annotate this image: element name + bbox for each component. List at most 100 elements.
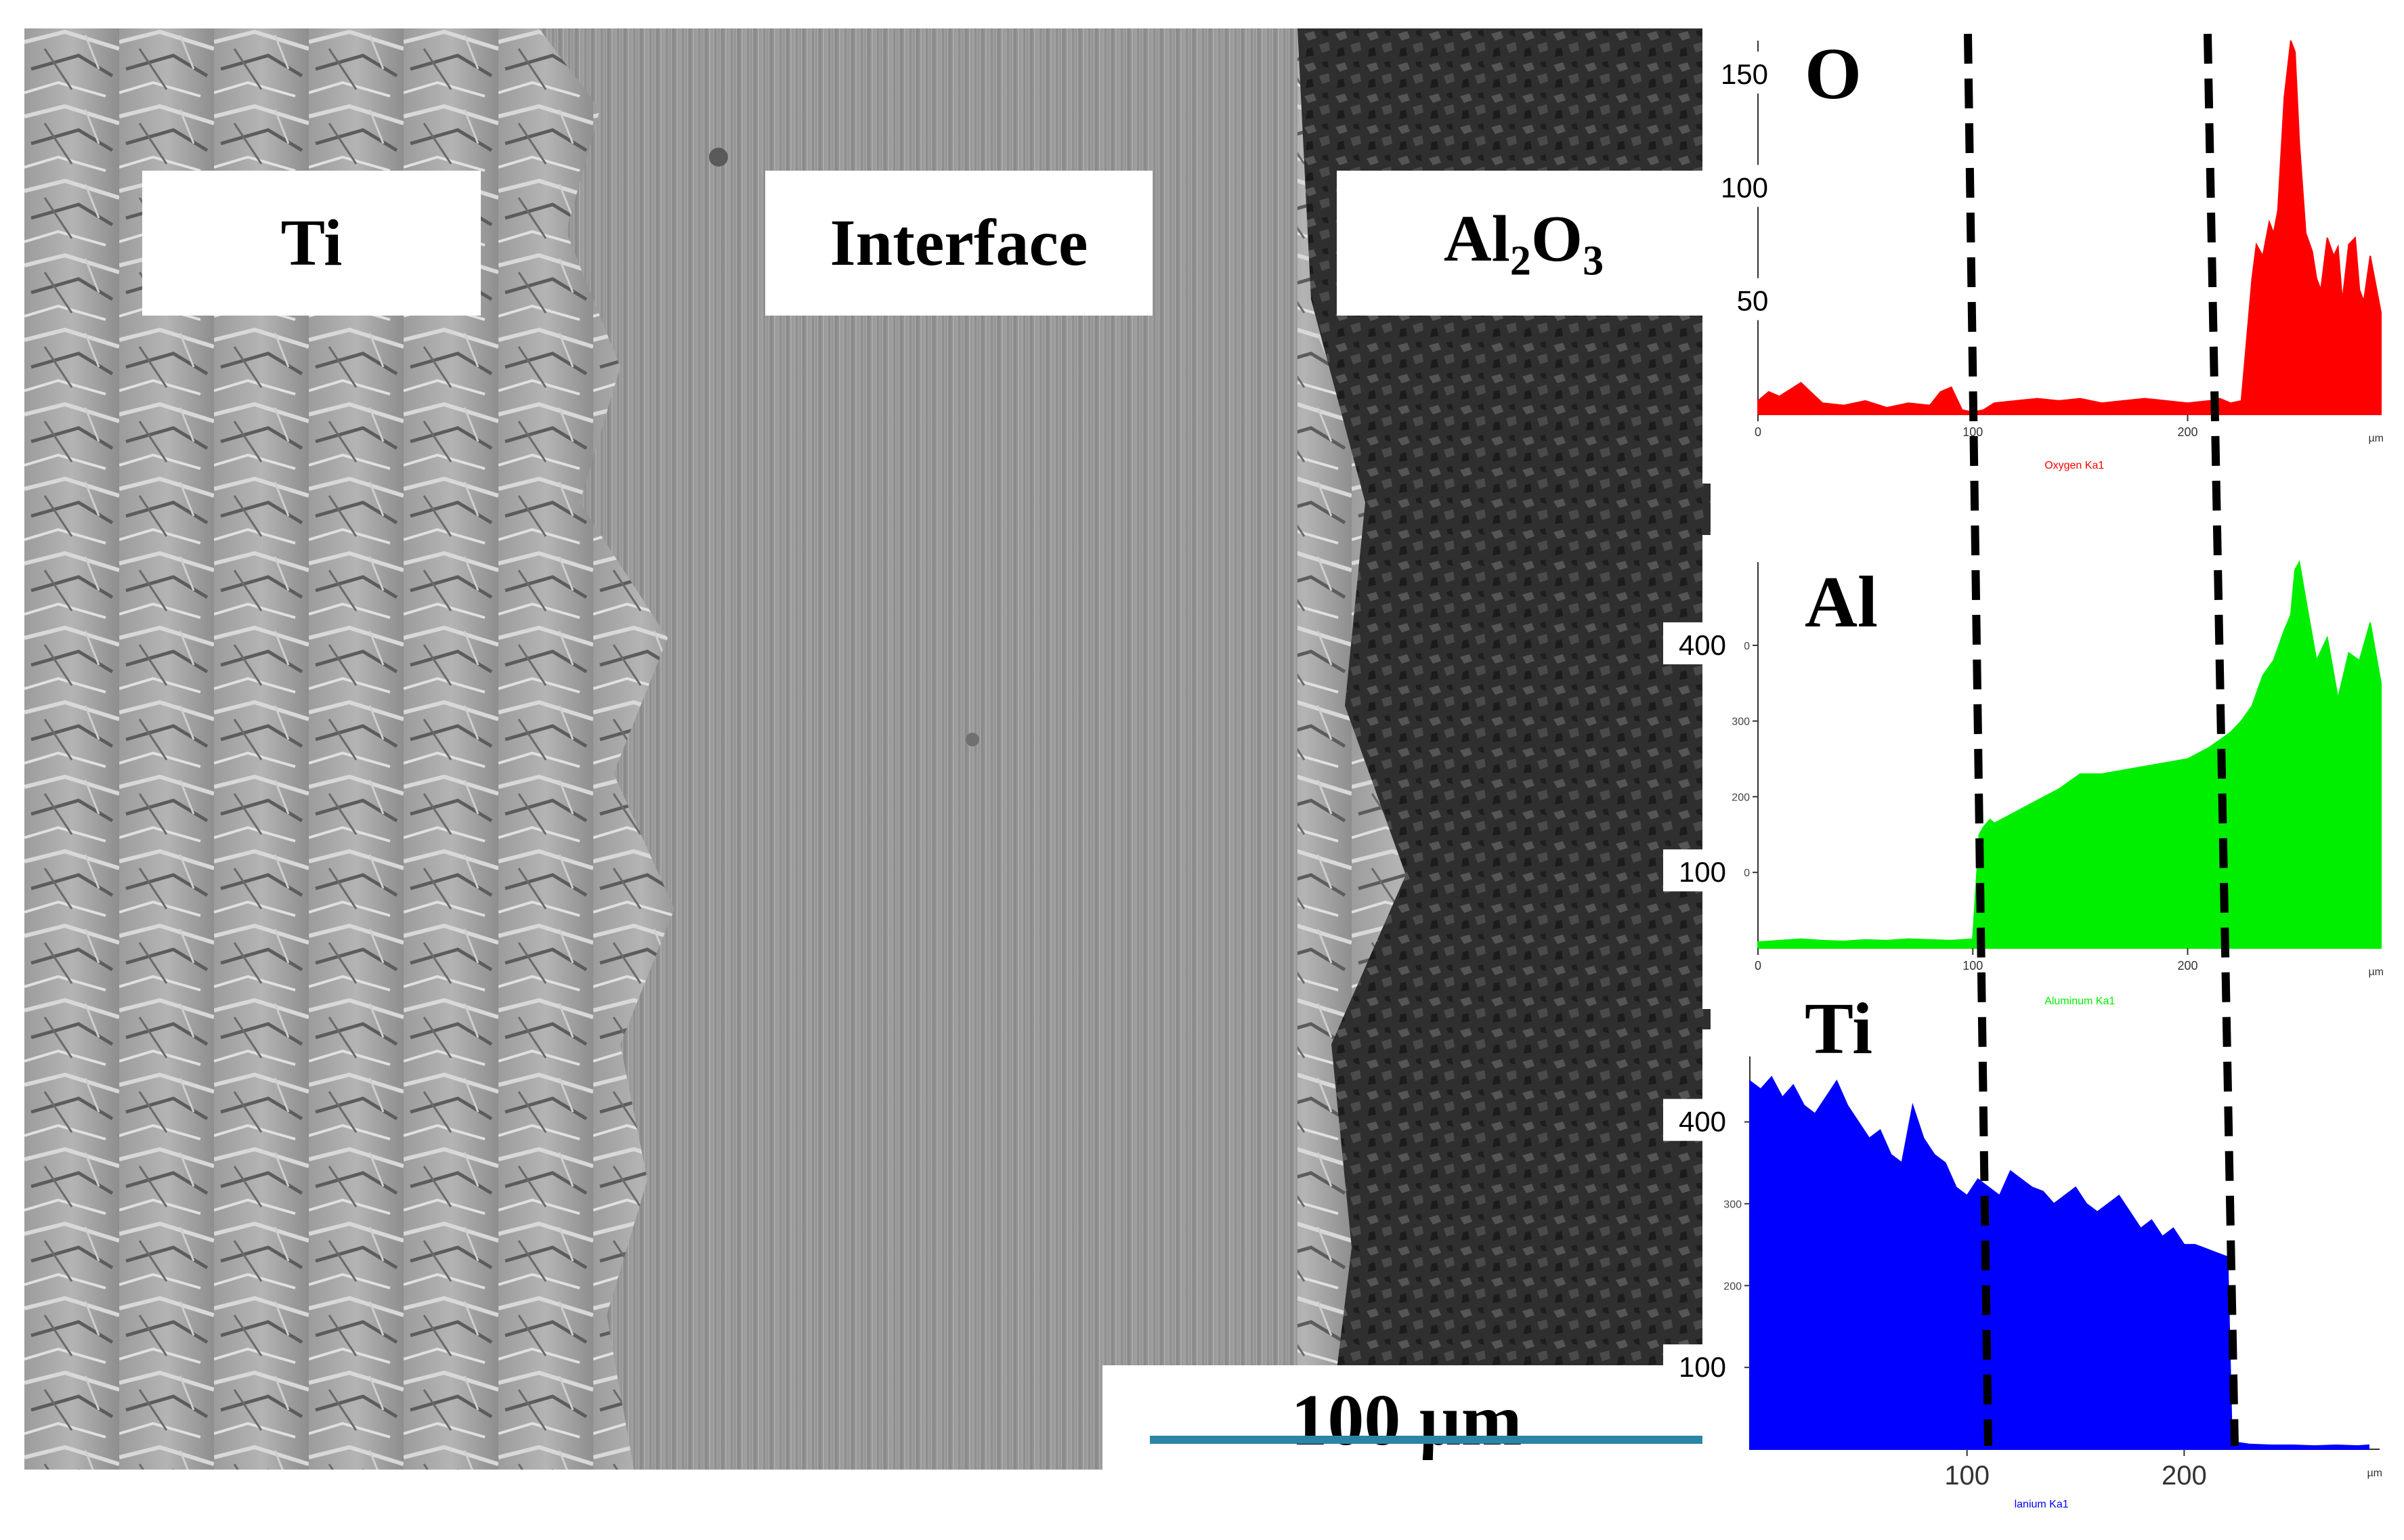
x-tick-label: 200 [2177, 425, 2197, 439]
data-bar [1858, 1121, 1860, 1449]
data-bar [2269, 221, 2271, 414]
data-bar [1923, 1138, 1925, 1449]
data-bar [2354, 238, 2356, 414]
scale-bar-box: 100 µm [1102, 1365, 1711, 1487]
data-bar [2129, 1212, 2131, 1449]
y-tick-label-box [1663, 1098, 1744, 1141]
data-bar [2270, 1445, 2272, 1449]
data-bar [2251, 706, 2253, 948]
data-bar [2216, 1253, 2218, 1449]
data-bar [2079, 773, 2081, 948]
y-tick-label-small: 200 [1732, 792, 1750, 803]
data-bar [2337, 247, 2339, 414]
data-bar [2380, 312, 2382, 414]
data-bar [1908, 939, 1910, 948]
data-bar [1771, 1077, 1773, 1449]
data-bar [2107, 1203, 2109, 1449]
data-bar [2122, 770, 2124, 948]
x-tick-label: 0 [1755, 959, 1761, 972]
data-bar [2248, 1444, 2250, 1449]
data-bar [2363, 301, 2365, 414]
data-bar [1988, 1187, 1990, 1449]
data-bar [2144, 398, 2146, 414]
data-bar [2101, 773, 2103, 948]
element-label: Ti [1805, 989, 1872, 1069]
data-bar [1864, 400, 1866, 414]
data-bar [1757, 942, 1759, 948]
data-bar [2240, 721, 2242, 948]
data-bar [2205, 1248, 2207, 1449]
data-bar [2341, 301, 2343, 414]
data-bar [2151, 1220, 2153, 1449]
data-bar [2015, 811, 2017, 948]
data-bar [1868, 1138, 1870, 1449]
data-bar [2283, 97, 2285, 415]
element-label: O [1805, 34, 1862, 114]
data-bar [1901, 1163, 1903, 1449]
data-bar [2229, 732, 2231, 948]
data-bar [2079, 398, 2081, 414]
data-bar [1989, 819, 1991, 948]
alumina-region-label: Al2O3 [1337, 171, 1711, 316]
data-bar [2294, 570, 2296, 948]
data-bar [2183, 1244, 2185, 1449]
data-bar [2359, 290, 2361, 414]
data-bar [1993, 823, 1995, 948]
data-bar [1998, 1195, 2000, 1449]
data-bar [2337, 698, 2339, 948]
data-bar [2031, 1187, 2033, 1449]
data-bar [2036, 800, 2038, 948]
o-series-area [1757, 40, 2382, 415]
data-bar [2219, 398, 2221, 414]
y-tick-label: 100 [1721, 171, 1768, 203]
data-bar [2058, 789, 2060, 948]
ti-region-label: Ti [142, 171, 481, 316]
data-bar [2359, 660, 2361, 948]
y-tick-label-box [1713, 278, 1795, 320]
data-bar [1886, 940, 1888, 948]
data-bar [2101, 403, 2103, 414]
y-tick-label-small: 200 [1723, 1281, 1742, 1292]
data-bar [2294, 51, 2296, 414]
alumina-region-text: Al2O3 [1443, 202, 1604, 284]
data-bar [2283, 630, 2285, 948]
data-bar [1939, 391, 1941, 414]
data-bar [1836, 1081, 1838, 1449]
y-tick-label: 400 [1679, 1106, 1726, 1138]
x-tick-label: 100 [1962, 425, 1983, 439]
element-label: Al [1805, 562, 1878, 643]
data-bar [1972, 939, 1974, 948]
data-bar [1778, 396, 1780, 414]
data-bar [2058, 400, 2060, 414]
data-bar [2380, 683, 2382, 948]
x-unit-label: µm [2368, 966, 2384, 978]
data-bar [1977, 1179, 1979, 1449]
data-bar [2015, 400, 2017, 414]
data-bar [1955, 1187, 1957, 1449]
data-bar [1789, 389, 1791, 414]
y-tick-label: 100 [1679, 856, 1726, 888]
data-bar [2140, 1228, 2142, 1449]
data-bar [1929, 939, 1931, 948]
data-bar [1825, 1097, 1827, 1449]
data-bar [1782, 1097, 1784, 1449]
data-bar [2335, 1445, 2337, 1449]
data-bar [2262, 675, 2264, 948]
data-bar [2311, 251, 2313, 414]
data-bar [2348, 653, 2350, 948]
data-bar [1793, 1085, 1795, 1449]
x-tick-label: 200 [2177, 959, 2197, 972]
data-bar [1803, 1105, 1805, 1449]
data-bar [2229, 403, 2231, 414]
data-bar [1800, 383, 1802, 414]
data-bar [2369, 622, 2371, 948]
x-tick-label: 200 [2162, 1461, 2207, 1491]
data-bar [2086, 1203, 2088, 1449]
data-bar [1961, 410, 1963, 414]
data-bar [2313, 1446, 2315, 1449]
al-chart: 0100200µm100200300400400100Aluminum Ka1A… [1663, 535, 2386, 1009]
series-legend: Aluminum Ka1 [2044, 996, 2115, 1007]
data-bar [2320, 290, 2322, 414]
